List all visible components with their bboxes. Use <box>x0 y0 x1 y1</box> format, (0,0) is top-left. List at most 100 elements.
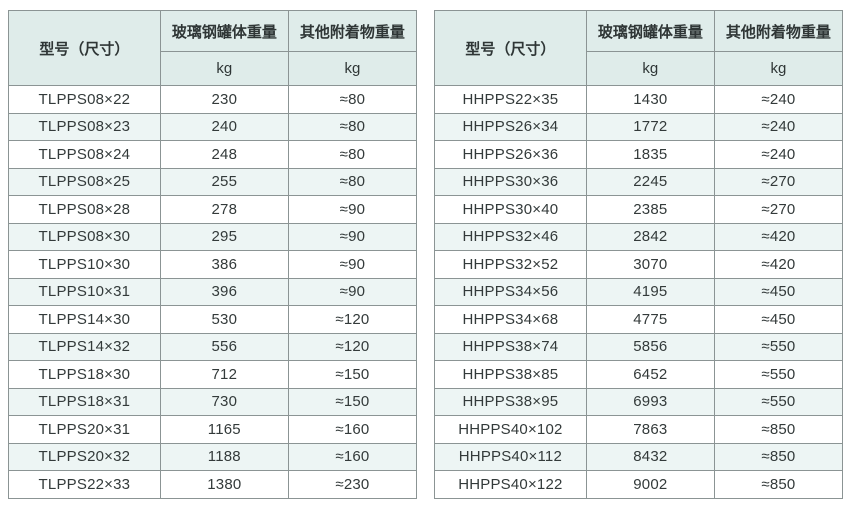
table-row: HHPPS38×74 5856 ≈550 <box>434 332 844 361</box>
tank-weight-cell: 1430 <box>585 85 715 114</box>
tank-weight-cell: 4775 <box>585 305 715 334</box>
model-cell: TLPPS14×30 <box>8 305 161 334</box>
attachments-weight-cell: ≈550 <box>713 360 844 389</box>
model-cell: TLPPS08×22 <box>8 85 161 114</box>
tank-weight-cell: 8432 <box>585 442 715 471</box>
attachments-weight-cell: ≈80 <box>287 167 418 196</box>
model-cell: TLPPS22×33 <box>8 470 161 499</box>
attachments-weight-cell: ≈550 <box>713 387 844 416</box>
tank-weight-cell: 295 <box>159 222 289 251</box>
attachments-weight-cell: ≈120 <box>287 305 418 334</box>
tank-weight-cell: 4195 <box>585 277 715 306</box>
model-cell: HHPPS34×56 <box>434 277 587 306</box>
attachments-weight-cell: ≈240 <box>713 85 844 114</box>
tank-weight-cell: 3070 <box>585 250 715 279</box>
model-cell: TLPPS14×32 <box>8 332 161 361</box>
attachments-weight-cell: ≈90 <box>287 277 418 306</box>
attachments-weight-cell: ≈80 <box>287 112 418 141</box>
tank-weight-cell: 2385 <box>585 195 715 224</box>
model-cell: HHPPS40×112 <box>434 442 587 471</box>
model-cell: TLPPS10×31 <box>8 277 161 306</box>
table-row: HHPPS30×36 2245 ≈270 <box>434 167 844 196</box>
table-row: TLPPS18×31 730 ≈150 <box>8 387 418 416</box>
table-row: TLPPS14×32 556 ≈120 <box>8 332 418 361</box>
tank-weight-header: 玻璃钢罐体重量 <box>159 10 289 52</box>
attachments-weight-cell: ≈150 <box>287 387 418 416</box>
model-cell: TLPPS20×32 <box>8 442 161 471</box>
table-row: HHPPS26×36 1835 ≈240 <box>434 140 844 169</box>
table-row: TLPPS08×30 295 ≈90 <box>8 222 418 251</box>
model-cell: TLPPS18×30 <box>8 360 161 389</box>
model-cell: HHPPS32×52 <box>434 250 587 279</box>
model-cell: HHPPS26×36 <box>434 140 587 169</box>
tank-weight-cell: 2245 <box>585 167 715 196</box>
tank-weight-cell: 556 <box>159 332 289 361</box>
attachments-weight-cell: ≈420 <box>713 222 844 251</box>
model-cell: HHPPS30×40 <box>434 195 587 224</box>
tank-weight-cell: 248 <box>159 140 289 169</box>
tank-weight-cell: 1835 <box>585 140 715 169</box>
spec-table-left: 型号（尺寸） 玻璃钢罐体重量 其他附着物重量 kg kg TLPPS08×22 2… <box>8 10 418 499</box>
tank-weight-cell: 1380 <box>159 470 289 499</box>
attachments-weight-header: 其他附着物重量 <box>713 10 844 52</box>
tank-weight-cell: 6452 <box>585 360 715 389</box>
table-row: HHPPS34×68 4775 ≈450 <box>434 305 844 334</box>
table-row: TLPPS20×32 1188 ≈160 <box>8 442 418 471</box>
attachments-weight-cell: ≈270 <box>713 167 844 196</box>
table-row: HHPPS34×56 4195 ≈450 <box>434 277 844 306</box>
attachments-weight-cell: ≈450 <box>713 305 844 334</box>
tank-weight-cell: 1772 <box>585 112 715 141</box>
tank-weight-unit: kg <box>585 51 715 86</box>
attachments-weight-cell: ≈160 <box>287 442 418 471</box>
model-cell: HHPPS38×85 <box>434 360 587 389</box>
attachments-weight-unit: kg <box>713 51 844 86</box>
attachments-weight-cell: ≈850 <box>713 442 844 471</box>
table-body: TLPPS08×22 230 ≈80 TLPPS08×23 240 ≈80 TLPPS08×… <box>8 85 418 499</box>
attachments-weight-cell: ≈230 <box>287 470 418 499</box>
tank-weight-cell: 386 <box>159 250 289 279</box>
model-cell: TLPPS10×30 <box>8 250 161 279</box>
model-cell: HHPPS40×102 <box>434 415 587 444</box>
tank-weight-unit: kg <box>159 51 289 86</box>
attachments-weight-header: 其他附着物重量 <box>287 10 418 52</box>
table-row: TLPPS08×22 230 ≈80 <box>8 85 418 114</box>
tank-weight-cell: 255 <box>159 167 289 196</box>
tank-weight-cell: 278 <box>159 195 289 224</box>
table-row: TLPPS22×33 1380 ≈230 <box>8 470 418 499</box>
table-row: HHPPS32×52 3070 ≈420 <box>434 250 844 279</box>
tank-weight-header: 玻璃钢罐体重量 <box>585 10 715 52</box>
attachments-weight-cell: ≈850 <box>713 415 844 444</box>
model-cell: HHPPS34×68 <box>434 305 587 334</box>
model-cell: HHPPS32×46 <box>434 222 587 251</box>
table-row: HHPPS40×122 9002 ≈850 <box>434 470 844 499</box>
table-row: HHPPS40×102 7863 ≈850 <box>434 415 844 444</box>
tank-weight-cell: 712 <box>159 360 289 389</box>
model-cell: HHPPS26×34 <box>434 112 587 141</box>
attachments-weight-cell: ≈150 <box>287 360 418 389</box>
model-cell: TLPPS08×23 <box>8 112 161 141</box>
attachments-weight-cell: ≈450 <box>713 277 844 306</box>
attachments-weight-unit: kg <box>287 51 418 86</box>
table-row: TLPPS08×24 248 ≈80 <box>8 140 418 169</box>
attachments-weight-cell: ≈90 <box>287 250 418 279</box>
model-cell: TLPPS20×31 <box>8 415 161 444</box>
tank-weight-cell: 530 <box>159 305 289 334</box>
table-row: HHPPS22×35 1430 ≈240 <box>434 85 844 114</box>
attachments-weight-cell: ≈80 <box>287 85 418 114</box>
table-row: HHPPS40×112 8432 ≈850 <box>434 442 844 471</box>
model-cell: TLPPS08×24 <box>8 140 161 169</box>
tank-weight-cell: 9002 <box>585 470 715 499</box>
table-row: TLPPS18×30 712 ≈150 <box>8 360 418 389</box>
model-size-header: 型号（尺寸） <box>8 10 161 86</box>
model-cell: HHPPS22×35 <box>434 85 587 114</box>
attachments-weight-cell: ≈90 <box>287 195 418 224</box>
table-row: HHPPS30×40 2385 ≈270 <box>434 195 844 224</box>
table-body: HHPPS22×35 1430 ≈240 HHPPS26×34 1772 ≈240 HHPP… <box>434 85 844 499</box>
attachments-weight-cell: ≈850 <box>713 470 844 499</box>
attachments-weight-cell: ≈550 <box>713 332 844 361</box>
attachments-weight-cell: ≈160 <box>287 415 418 444</box>
tank-weight-cell: 730 <box>159 387 289 416</box>
model-cell: TLPPS08×28 <box>8 195 161 224</box>
model-size-header: 型号（尺寸） <box>434 10 587 86</box>
